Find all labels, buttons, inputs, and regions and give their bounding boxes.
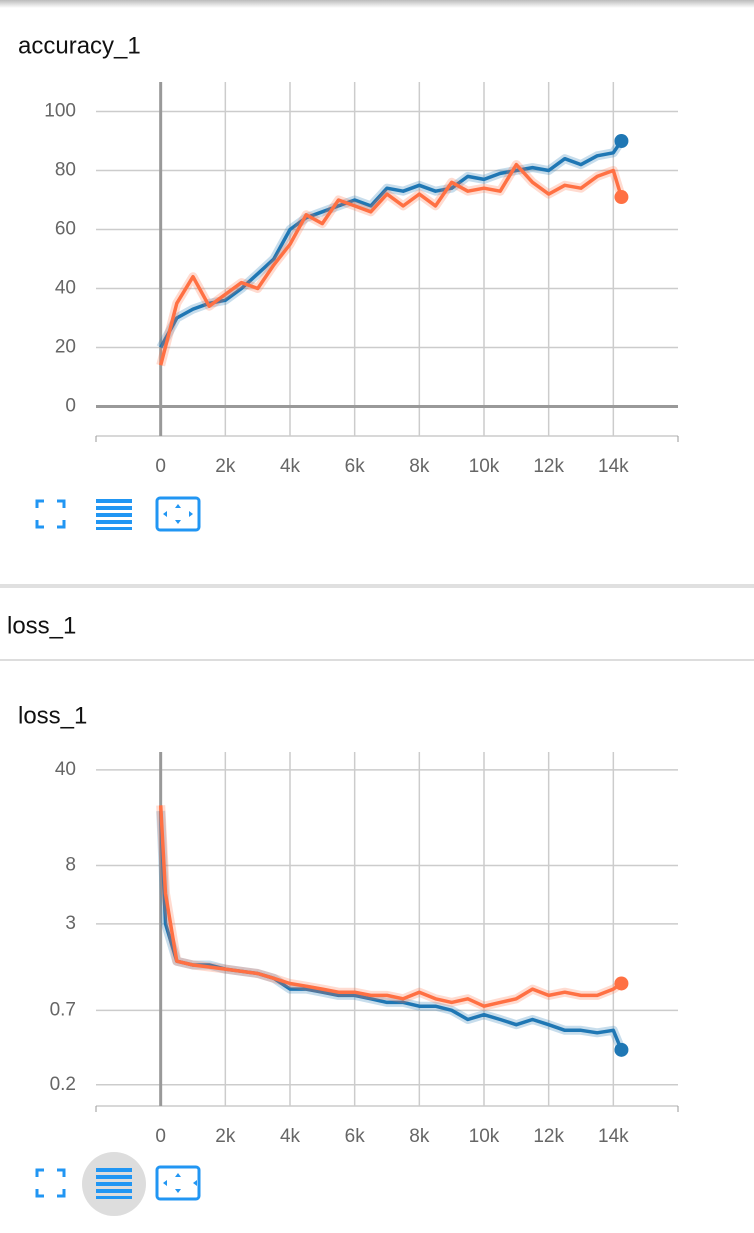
divider (0, 584, 754, 588)
x-tick-label: 10k (469, 1126, 500, 1147)
y-tick-label: 0 (65, 396, 76, 417)
x-tick-label: 0 (155, 456, 166, 477)
fullscreen-button[interactable] (35, 499, 66, 529)
last-point (614, 190, 629, 205)
last-point (614, 976, 629, 991)
toggle-log-button[interactable] (96, 1168, 132, 1199)
x-tick-label: 2k (215, 1126, 236, 1147)
x-tick-label: 10k (469, 456, 500, 477)
x-tick-label: 2k (215, 456, 236, 477)
x-tick-label: 14k (598, 456, 629, 477)
y-tick-label: 40 (55, 759, 76, 780)
fit-domain-button[interactable] (155, 1165, 201, 1201)
x-tick-label: 12k (533, 1126, 564, 1147)
x-tick-label: 8k (409, 456, 430, 477)
chart-title: accuracy_1 (18, 32, 141, 59)
x-tick-label: 12k (533, 456, 564, 477)
series-line (159, 162, 624, 366)
section-header-bar (0, 588, 754, 660)
x-tick-label: 6k (345, 1126, 366, 1147)
x-tick-label: 8k (409, 1126, 430, 1147)
series-band (156, 810, 626, 1052)
series-line (159, 140, 623, 349)
fullscreen-button[interactable] (35, 1168, 66, 1198)
series-line (158, 805, 623, 1008)
fit-domain-button[interactable] (155, 496, 201, 532)
last-point (614, 1042, 629, 1057)
series-band (156, 805, 624, 1011)
x-tick-label: 4k (280, 456, 301, 477)
y-tick-label: 8 (65, 855, 76, 876)
x-tick-label: 0 (155, 1126, 166, 1147)
toggle-log-button[interactable] (96, 499, 132, 530)
x-tick-label: 14k (598, 1126, 629, 1147)
top-shadow (0, 0, 754, 8)
chart-title: loss_1 (18, 702, 87, 729)
y-tick-label: 0.2 (50, 1074, 76, 1095)
x-tick-label: 6k (345, 456, 366, 477)
series-band (156, 138, 626, 350)
y-tick-label: 40 (55, 278, 76, 299)
y-tick-label: 100 (44, 101, 76, 122)
y-tick-label: 20 (55, 337, 76, 358)
y-tick-label: 0.7 (50, 999, 76, 1020)
series-band (156, 160, 626, 367)
section-header: loss_1 (7, 612, 76, 639)
y-tick-label: 60 (55, 219, 76, 240)
x-tick-label: 4k (280, 1126, 301, 1147)
y-tick-label: 80 (55, 160, 76, 181)
series-line (158, 810, 624, 1051)
y-tick-label: 3 (65, 913, 76, 934)
last-point (614, 134, 629, 148)
